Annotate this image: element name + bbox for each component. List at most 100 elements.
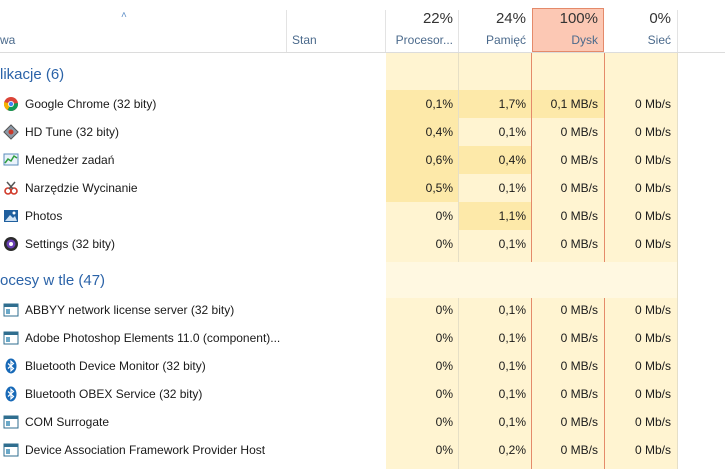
network-value: 0 Mb/s (634, 237, 671, 251)
snipping-tool-icon (3, 180, 19, 196)
disk-value: 0,1 MB/s (550, 97, 598, 111)
process-row[interactable]: Adobe Photoshop Elements 11.0 (component… (0, 324, 725, 352)
network-total-percent: 0% (649, 10, 671, 27)
cpu-heat-cell (386, 174, 458, 202)
cpu-total-percent: 22% (422, 10, 453, 27)
process-name: HD Tune (32 bity) (25, 125, 120, 139)
cpu-heat-cell (386, 146, 458, 174)
cpu-value: 0,6% (425, 153, 453, 167)
disk-value: 0 MB/s (560, 359, 598, 373)
process-row[interactable]: ABBYY network license server (32 bity) 0%… (0, 296, 725, 324)
mem-heat-cell (459, 146, 531, 174)
process-name: Google Chrome (32 bity) (25, 97, 157, 111)
cpu-value: 0% (435, 359, 453, 373)
process-name: Photos (25, 209, 63, 223)
process-name: Bluetooth Device Monitor (32 bity) (25, 359, 206, 373)
disk-value: 0 MB/s (560, 153, 598, 167)
header-divider[interactable] (458, 10, 459, 52)
grid-line (604, 53, 605, 469)
memory-value: 0,1% (498, 237, 526, 251)
header-divider[interactable] (286, 10, 287, 52)
network-value: 0 Mb/s (634, 331, 671, 345)
memory-value: 0,2% (498, 443, 526, 457)
memory-value: 0,1% (498, 387, 526, 401)
process-row[interactable]: Bluetooth Device Monitor (32 bity) 0% 0,1%… (0, 352, 725, 380)
process-row[interactable]: Device Association Framework Provider Ho… (0, 436, 725, 464)
network-value: 0 Mb/s (634, 125, 671, 139)
process-name: Bluetooth OBEX Service (32 bity) (25, 387, 203, 401)
memory-column-label: Pamięć (485, 33, 526, 47)
memory-column-bg (459, 53, 531, 469)
group-header-background[interactable]: ocesy w tle (47) (0, 262, 725, 298)
memory-value: 0,1% (498, 415, 526, 429)
process-row[interactable]: HD Tune (32 bity) 0,4% 0,1% 0 MB/s 0 Mb/s (0, 118, 725, 146)
grid-line (458, 53, 459, 469)
column-header-name[interactable]: wa (0, 33, 16, 47)
process-row[interactable]: Menedżer zadań 0,6% 0,4% 0 MB/s 0 Mb/s (0, 146, 725, 174)
task-manager-icon (3, 152, 19, 168)
cpu-value: 0% (435, 331, 453, 345)
cpu-value: 0% (435, 303, 453, 317)
service-window-icon (3, 442, 19, 458)
bluetooth-icon (3, 358, 19, 374)
process-row[interactable]: Settings (32 bity) 0% 0,1% 0 MB/s 0 Mb/s (0, 230, 725, 258)
disk-value: 0 MB/s (560, 387, 598, 401)
network-column-label: Sieć (647, 33, 671, 47)
column-header-disk[interactable] (532, 8, 604, 52)
disk-value: 0 MB/s (560, 415, 598, 429)
process-row[interactable]: Narzędzie Wycinanie 0,5% 0,1% 0 MB/s 0 Mb/s (0, 174, 725, 202)
process-row[interactable]: Photos 0% 1,1% 0 MB/s 0 Mb/s (0, 202, 725, 230)
group-title: likacje (6) (0, 66, 65, 83)
service-window-icon (3, 330, 19, 346)
process-row[interactable]: Google Chrome (32 bity) 0,1% 1,7% 0,1 MB/s 0… (0, 90, 725, 118)
disk-heat-cell (532, 90, 604, 118)
cpu-value: 0,1% (425, 97, 453, 111)
process-row[interactable]: Bluetooth OBEX Service (32 bity) 0% 0,1% 0 … (0, 380, 725, 408)
memory-value: 0,1% (498, 303, 526, 317)
cpu-heat-cell (386, 118, 458, 146)
process-name: Menedżer zadań (25, 153, 115, 167)
network-value: 0 Mb/s (634, 209, 671, 223)
disk-column-label: Dysk (571, 33, 598, 47)
disk-value: 0 MB/s (560, 237, 598, 251)
settings-icon (3, 236, 19, 252)
cpu-value: 0% (435, 443, 453, 457)
cpu-value: 0% (435, 237, 453, 251)
chrome-icon (3, 96, 19, 112)
group-header-apps[interactable]: likacje (6) (0, 56, 725, 92)
photos-icon (3, 208, 19, 224)
mem-heat-cell (459, 90, 531, 118)
cpu-value: 0,5% (425, 181, 453, 195)
mem-heat-cell (459, 202, 531, 230)
column-header-row: ˄ wa Stan 22% Procesor... 24% Pamięć 100… (0, 0, 725, 53)
bluetooth-icon (3, 386, 19, 402)
disk-value: 0 MB/s (560, 443, 598, 457)
network-value: 0 Mb/s (634, 387, 671, 401)
service-window-icon (3, 414, 19, 430)
network-value: 0 Mb/s (634, 443, 671, 457)
memory-value: 1,1% (498, 209, 526, 223)
service-window-icon (3, 302, 19, 318)
memory-value: 0,1% (498, 331, 526, 345)
header-divider[interactable] (385, 10, 386, 52)
process-row[interactable]: COM Surrogate 0% 0,1% 0 MB/s 0 Mb/s (0, 408, 725, 436)
cpu-value: 0% (435, 387, 453, 401)
hdtune-icon (3, 124, 19, 140)
cpu-heat-cell (386, 90, 458, 118)
process-name: Adobe Photoshop Elements 11.0 (component… (25, 331, 281, 345)
cpu-value: 0% (435, 415, 453, 429)
header-divider[interactable] (677, 10, 678, 52)
network-value: 0 Mb/s (634, 97, 671, 111)
column-header-status[interactable]: Stan (292, 33, 317, 47)
network-value: 0 Mb/s (634, 359, 671, 373)
network-value: 0 Mb/s (634, 303, 671, 317)
memory-value: 0,1% (498, 359, 526, 373)
disk-column-bg (532, 53, 604, 469)
process-name: Device Association Framework Provider Ho… (25, 443, 266, 457)
disk-value: 0 MB/s (560, 331, 598, 345)
network-column-bg (605, 53, 677, 469)
grid-line (677, 53, 678, 469)
memory-value: 0,1% (498, 181, 526, 195)
network-value: 0 Mb/s (634, 181, 671, 195)
group-title: ocesy w tle (47) (0, 272, 106, 289)
